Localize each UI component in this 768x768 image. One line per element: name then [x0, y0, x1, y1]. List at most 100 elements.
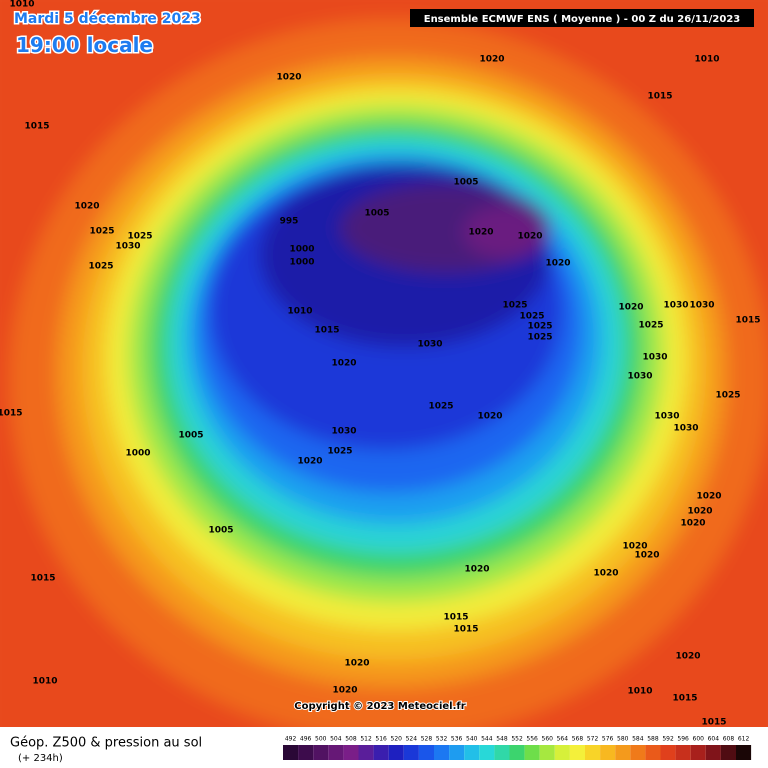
- colorbar-label: 580: [617, 736, 629, 743]
- isobar-label: 1015: [0, 409, 23, 419]
- isobar-label: 1020: [332, 686, 357, 696]
- isobar-label: 1020: [297, 457, 322, 467]
- colorbar-label: 544: [481, 736, 493, 743]
- isobar-label: 1020: [696, 492, 721, 502]
- isobar-label: 1025: [327, 447, 352, 457]
- isobar-label: 1020: [634, 551, 659, 561]
- isobar-label: 1025: [127, 232, 152, 242]
- isobar-label: 1020: [74, 202, 99, 212]
- colorbar-label: 556: [526, 736, 538, 743]
- colorbar-label: 528: [421, 736, 433, 743]
- colorbar-swatch: [509, 745, 525, 760]
- colorbar-label: 536: [451, 736, 463, 743]
- isobar-label: 1015: [30, 574, 55, 584]
- colorbar-label: 592: [662, 736, 674, 743]
- time-label: 19:00 locale: [16, 33, 153, 57]
- colorbar-label: 516: [375, 736, 387, 743]
- isobar-label: 1030: [642, 353, 667, 363]
- isobar-label: 1030: [417, 340, 442, 350]
- colorbar-swatch: [388, 745, 404, 760]
- colorbar-label: 540: [466, 736, 478, 743]
- isobar-label: 1020: [593, 569, 618, 579]
- isobar-label: 1015: [453, 625, 478, 635]
- isobar-label: 1020: [618, 303, 643, 313]
- isobar-label: 1030: [673, 424, 698, 434]
- isobar-label: 1025: [715, 391, 740, 401]
- isobar-label: 1005: [453, 178, 478, 188]
- colorbar-swatch: [524, 745, 540, 760]
- isobar-label: 1020: [687, 507, 712, 517]
- isobar-label: 1010: [9, 0, 34, 10]
- colorbar-swatch: [494, 745, 510, 760]
- isobar-label: 1030: [627, 372, 652, 382]
- isobar-label: 1030: [115, 242, 140, 252]
- colorbar-swatch: [298, 745, 314, 760]
- colorbar-label: 596: [677, 736, 689, 743]
- colorbar-label: 572: [587, 736, 599, 743]
- isobar-label: 1020: [479, 55, 504, 65]
- colorbar-label: 588: [647, 736, 659, 743]
- isobar-label: 1030: [654, 412, 679, 422]
- colorbar-label: 504: [330, 736, 342, 743]
- isobar-label: 1005: [364, 209, 389, 219]
- colorbar-swatch: [343, 745, 359, 760]
- isobar-label: 1005: [178, 431, 203, 441]
- colorbar-swatch: [464, 745, 480, 760]
- colorbar-swatch: [539, 745, 555, 760]
- colorbar-label: 500: [315, 736, 327, 743]
- isobar-label: 1025: [88, 262, 113, 272]
- isobar-label: 1025: [527, 333, 552, 343]
- colorbar-swatch: [615, 745, 631, 760]
- isobar-label: 1020: [517, 232, 542, 242]
- colorbar-label: 524: [406, 736, 418, 743]
- isobar-label: 1020: [331, 359, 356, 369]
- footer-lead: (+ 234h): [18, 753, 63, 764]
- colorbar-swatch: [403, 745, 419, 760]
- colorbar-label: 532: [436, 736, 448, 743]
- isobar-label: 1020: [675, 652, 700, 662]
- isobar-label: 1030: [331, 427, 356, 437]
- colorbar-swatch: [418, 745, 434, 760]
- model-box: [410, 9, 754, 27]
- colorbar-swatch: [675, 745, 691, 760]
- colorbar: 492 496 500 504 508 512 516 520 524 528 532 536 540 5…: [283, 736, 752, 760]
- colorbar-label: 496: [300, 736, 312, 743]
- colorbar-label: 512: [360, 736, 372, 743]
- colorbar-swatch: [645, 745, 661, 760]
- colorbar-label: 548: [496, 736, 508, 743]
- colorbar-label: 568: [572, 736, 584, 743]
- colorbar-label: 600: [693, 736, 705, 743]
- isobar-label: 1000: [289, 258, 314, 268]
- isobar-label: 1020: [276, 73, 301, 83]
- colorbar-swatch: [660, 745, 676, 760]
- isobar-label: 1015: [314, 326, 339, 336]
- colorbar-swatch: [554, 745, 570, 760]
- colorbar-label: 552: [511, 736, 523, 743]
- model-label: Ensemble ECMWF ENS ( Moyenne ) - 00 Z du…: [424, 14, 741, 25]
- isobar-label: 1010: [32, 677, 57, 687]
- isobar-label: 1020: [622, 542, 647, 552]
- colorbar-swatch: [585, 745, 601, 760]
- isobar-label: 1010: [287, 307, 312, 317]
- isobar-label: 1025: [89, 227, 114, 237]
- isobar-label: 1030: [689, 301, 714, 311]
- isobar-label: 1005: [208, 526, 233, 536]
- colorbar-label: 604: [708, 736, 720, 743]
- isobar-label: 1020: [344, 659, 369, 669]
- isobar-label: 1015: [647, 92, 672, 102]
- colorbar-swatch: [313, 745, 329, 760]
- isobar-label: 1025: [502, 301, 527, 311]
- isobar-label: 1015: [701, 718, 726, 728]
- isobar-label: 1010: [694, 55, 719, 65]
- colorbar-label: 576: [602, 736, 614, 743]
- isobar-label: 1025: [638, 321, 663, 331]
- colorbar-swatch: [736, 745, 752, 760]
- colorbar-label: 492: [285, 736, 297, 743]
- isobar-label: 1025: [519, 312, 544, 322]
- isobar-label: 1015: [24, 122, 49, 132]
- colorbar-swatch: [449, 745, 465, 760]
- colorbar-swatch: [358, 745, 374, 760]
